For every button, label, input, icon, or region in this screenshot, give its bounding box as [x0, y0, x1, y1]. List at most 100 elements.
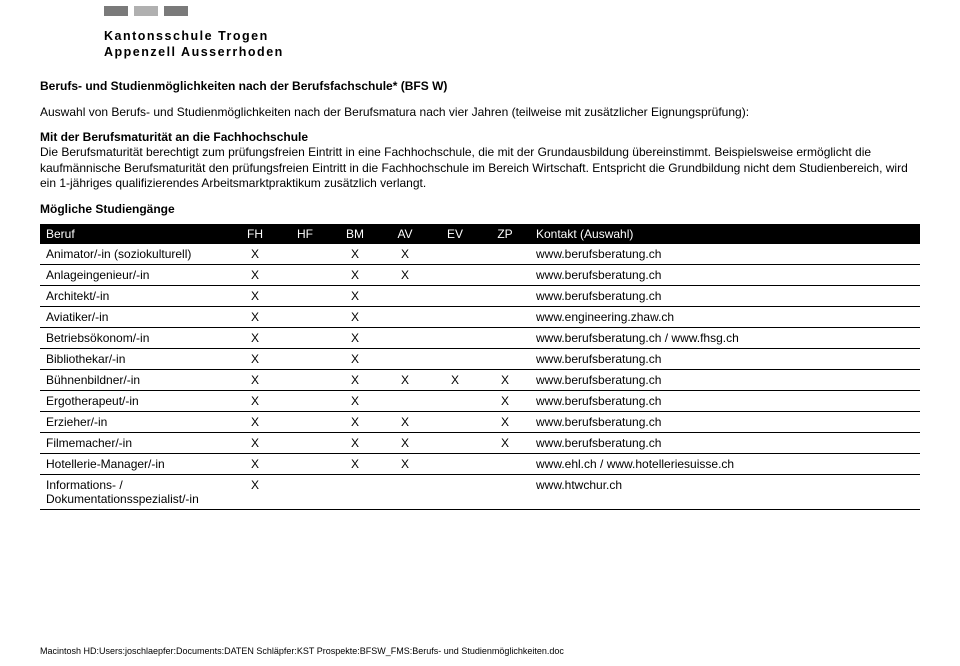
- cell-av: [380, 348, 430, 369]
- table-row: Filmemacher/-inXXXXwww.berufsberatung.ch: [40, 432, 920, 453]
- cell-av: [380, 327, 430, 348]
- table-row: Anlageingenieur/-inXXXwww.berufsberatung…: [40, 264, 920, 285]
- cell-hf: [280, 348, 330, 369]
- cell-fh: X: [230, 348, 280, 369]
- cell-fh: X: [230, 244, 280, 265]
- cell-ev: [430, 453, 480, 474]
- col-zp: ZP: [480, 224, 530, 244]
- cell-bm: X: [330, 453, 380, 474]
- table-row: Aviatiker/-inXXwww.engineering.zhaw.ch: [40, 306, 920, 327]
- cell-fh: X: [230, 453, 280, 474]
- cell-bm: X: [330, 285, 380, 306]
- table-row: Ergotherapeut/-inXXXwww.berufsberatung.c…: [40, 390, 920, 411]
- cell-kontakt: www.berufsberatung.ch: [530, 285, 920, 306]
- cell-beruf: Erzieher/-in: [40, 411, 230, 432]
- cell-beruf: Aviatiker/-in: [40, 306, 230, 327]
- cell-bm: X: [330, 432, 380, 453]
- footer-path: Macintosh HD:Users:joschlaepfer:Document…: [0, 646, 604, 656]
- cell-fh: X: [230, 411, 280, 432]
- cell-ev: [430, 390, 480, 411]
- cell-bm: X: [330, 411, 380, 432]
- cell-beruf: Architekt/-in: [40, 285, 230, 306]
- cell-kontakt: www.ehl.ch / www.hotelleriesuisse.ch: [530, 453, 920, 474]
- cell-beruf: Bühnenbildner/-in: [40, 369, 230, 390]
- table-row: Bibliothekar/-inXXwww.berufsberatung.ch: [40, 348, 920, 369]
- cell-hf: [280, 432, 330, 453]
- cell-fh: X: [230, 327, 280, 348]
- school-line1: Kantonsschule Trogen: [104, 29, 269, 43]
- table-row: Betriebsökonom/-inXXwww.berufsberatung.c…: [40, 327, 920, 348]
- cell-ev: [430, 244, 480, 265]
- cell-ev: [430, 306, 480, 327]
- section-body-text: Die Berufsmaturität berechtigt zum prüfu…: [40, 145, 908, 190]
- cell-av: [380, 306, 430, 327]
- cell-fh: X: [230, 432, 280, 453]
- cell-av: X: [380, 432, 430, 453]
- cell-hf: [280, 411, 330, 432]
- cell-beruf: Betriebsökonom/-in: [40, 327, 230, 348]
- col-av: AV: [380, 224, 430, 244]
- table-row: Bühnenbildner/-inXXXXXwww.berufsberatung…: [40, 369, 920, 390]
- cell-bm: [330, 474, 380, 509]
- cell-av: X: [380, 244, 430, 265]
- cell-kontakt: www.htwchur.ch: [530, 474, 920, 509]
- col-ev: EV: [430, 224, 480, 244]
- study-table: Beruf FH HF BM AV EV ZP Kontakt (Auswahl…: [40, 224, 920, 510]
- table-row: Architekt/-inXXwww.berufsberatung.ch: [40, 285, 920, 306]
- cell-bm: X: [330, 306, 380, 327]
- cell-fh: X: [230, 285, 280, 306]
- cell-hf: [280, 453, 330, 474]
- cell-bm: X: [330, 348, 380, 369]
- cell-zp: [480, 453, 530, 474]
- cell-zp: X: [480, 369, 530, 390]
- cell-hf: [280, 327, 330, 348]
- cell-hf: [280, 390, 330, 411]
- cell-av: X: [380, 369, 430, 390]
- cell-av: [380, 390, 430, 411]
- cell-kontakt: www.berufsberatung.ch: [530, 264, 920, 285]
- cell-fh: X: [230, 390, 280, 411]
- cell-fh: X: [230, 306, 280, 327]
- cell-zp: [480, 474, 530, 509]
- cell-av: [380, 474, 430, 509]
- cell-bm: X: [330, 327, 380, 348]
- cell-beruf: Bibliothekar/-in: [40, 348, 230, 369]
- cell-zp: [480, 285, 530, 306]
- cell-zp: X: [480, 411, 530, 432]
- cell-zp: [480, 306, 530, 327]
- cell-zp: [480, 348, 530, 369]
- page-body: Kantonsschule Trogen Appenzell Ausserrho…: [0, 16, 960, 510]
- cell-bm: X: [330, 390, 380, 411]
- cell-kontakt: www.berufsberatung.ch: [530, 244, 920, 265]
- col-beruf: Beruf: [40, 224, 230, 244]
- cell-hf: [280, 244, 330, 265]
- cell-fh: X: [230, 474, 280, 509]
- cell-hf: [280, 306, 330, 327]
- cell-ev: [430, 327, 480, 348]
- cell-kontakt: www.berufsberatung.ch / www.fhsg.ch: [530, 327, 920, 348]
- cell-av: X: [380, 411, 430, 432]
- table-header-row: Beruf FH HF BM AV EV ZP Kontakt (Auswahl…: [40, 224, 920, 244]
- section-body: Mit der Berufsmaturität an die Fachhochs…: [40, 130, 920, 192]
- col-kontakt: Kontakt (Auswahl): [530, 224, 920, 244]
- cell-beruf: Animator/-in (soziokulturell): [40, 244, 230, 265]
- cell-ev: [430, 474, 480, 509]
- cell-beruf: Hotellerie-Manager/-in: [40, 453, 230, 474]
- table-row: Informations- / Dokumentationsspezialist…: [40, 474, 920, 509]
- subhead: Mögliche Studiengänge: [40, 202, 920, 216]
- cell-hf: [280, 285, 330, 306]
- col-bm: BM: [330, 224, 380, 244]
- cell-kontakt: www.berufsberatung.ch: [530, 348, 920, 369]
- table-row: Erzieher/-inXXXXwww.berufsberatung.ch: [40, 411, 920, 432]
- col-hf: HF: [280, 224, 330, 244]
- cell-beruf: Ergotherapeut/-in: [40, 390, 230, 411]
- cell-kontakt: www.engineering.zhaw.ch: [530, 306, 920, 327]
- cell-beruf: Filmemacher/-in: [40, 432, 230, 453]
- doc-title: Berufs- und Studienmöglichkeiten nach de…: [40, 79, 920, 93]
- cell-hf: [280, 264, 330, 285]
- cell-ev: [430, 264, 480, 285]
- table-row: Animator/-in (soziokulturell)XXXwww.beru…: [40, 244, 920, 265]
- cell-fh: X: [230, 264, 280, 285]
- cell-hf: [280, 369, 330, 390]
- cell-ev: X: [430, 369, 480, 390]
